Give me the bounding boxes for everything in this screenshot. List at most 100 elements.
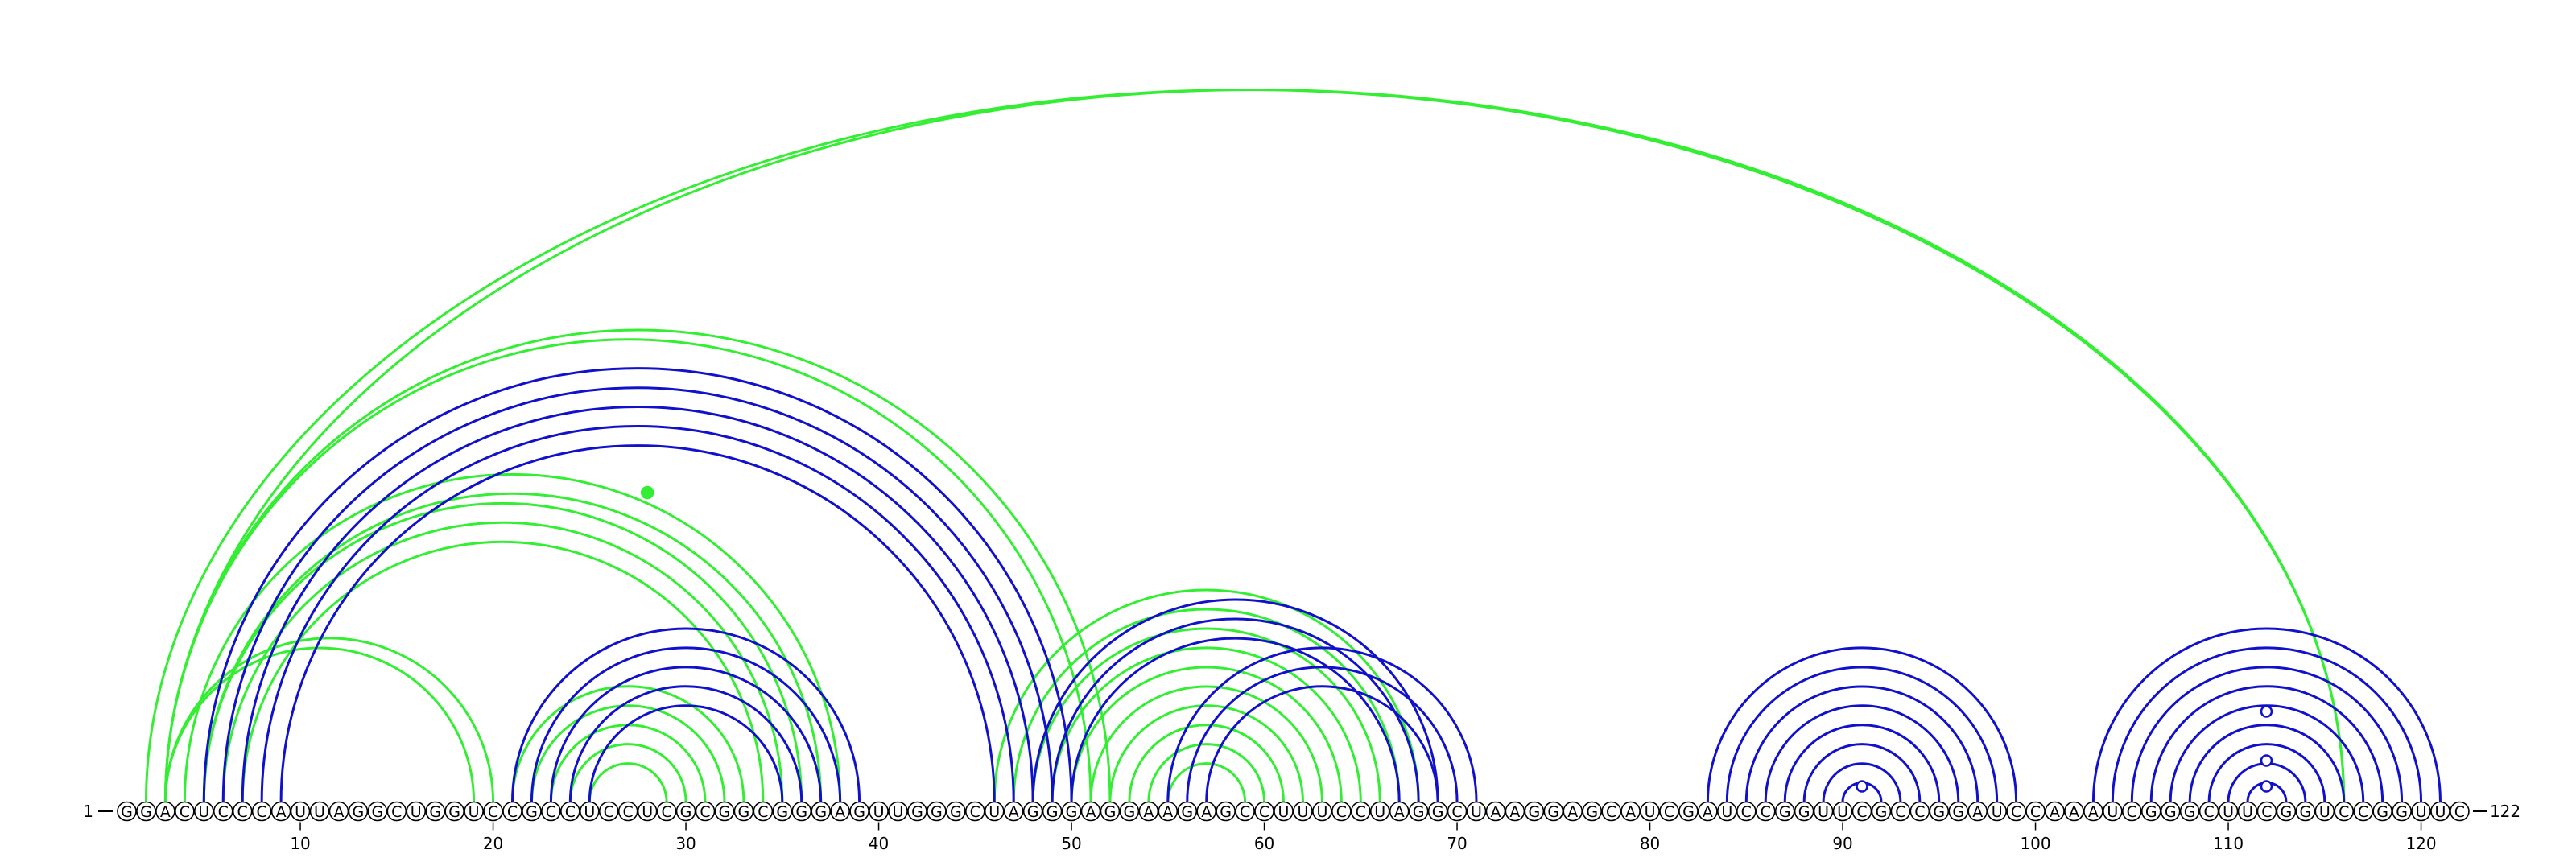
nucleotide-letter: U <box>1297 803 1308 821</box>
blue-arc <box>260 424 1015 802</box>
nucleotide-letter: A <box>1972 803 1983 821</box>
nucleotide: G <box>367 801 388 822</box>
nucleotide-letter: C <box>2339 803 2349 821</box>
nucleotide: C <box>1254 801 1274 822</box>
nucleotide: C <box>386 801 407 822</box>
nucleotide-letter: G <box>2299 803 2311 821</box>
blue-arc <box>2091 627 2442 802</box>
nucleotide-letter: C <box>1856 803 1867 821</box>
nucleotide-letter: A <box>1009 803 1019 821</box>
blue-arc <box>1725 666 1999 802</box>
nucleotide-letter: U <box>411 803 422 821</box>
nucleotide: G <box>946 801 966 822</box>
nucleotide: A <box>155 801 175 822</box>
nucleotide: G <box>1177 801 1198 822</box>
nucleotide: U <box>1987 801 2007 822</box>
nucleotide-letter: G <box>429 803 441 821</box>
nucleotide-letter: G <box>1876 803 1888 821</box>
nucleotide: C <box>965 801 985 822</box>
nucleotide-letter: G <box>738 803 750 821</box>
green-arc <box>165 90 2343 802</box>
tick-label: 20 <box>483 834 503 853</box>
tick-label: 10 <box>290 834 310 853</box>
nucleotide: G <box>1794 801 1814 822</box>
nucleotide-letter: C <box>661 803 671 821</box>
tick-group: 10 20 30 40 50 60 70 80 90 100 110 120 <box>290 822 2437 853</box>
nucleotide: U <box>1640 801 1660 822</box>
nucleotide: G <box>1061 801 1082 822</box>
nucleotide: A <box>1505 801 1525 822</box>
green-arc <box>530 704 726 802</box>
nucleotide: G <box>927 801 947 822</box>
nucleotide-letter: G <box>1413 803 1425 821</box>
nucleotide: G <box>1929 801 1950 822</box>
tick-label: 30 <box>675 834 696 853</box>
green-arc <box>241 540 765 802</box>
nucleotide-letter: U <box>1471 803 1482 821</box>
nucleotide-letter: G <box>2396 803 2408 821</box>
nucleotide-letter: C <box>507 803 518 821</box>
nucleotide-letter: U <box>584 803 595 821</box>
blue-arc <box>1031 598 1439 802</box>
nucleotide: A <box>1620 801 1641 822</box>
nucleotide-letter: U <box>1818 803 1829 821</box>
nucleotide-letter: C <box>1240 803 1250 821</box>
blue-arc <box>1706 646 2018 802</box>
nucleotide-letter: G <box>1027 803 1039 821</box>
nucleotide: U <box>309 801 330 822</box>
nucleotide: G <box>791 801 812 822</box>
nucleotide: C <box>2198 801 2219 822</box>
arc-marker <box>2260 780 2273 793</box>
nucleotide: U <box>1312 801 1332 822</box>
nucleotide-letter: A <box>1201 803 1212 821</box>
nucleotide-letter: G <box>680 803 692 821</box>
backbone-group: 1 122 <box>83 802 2520 821</box>
nucleotide-letter: G <box>950 803 962 821</box>
nucleotide-letter: C <box>758 803 768 821</box>
nucleotide-letter: A <box>2069 803 2079 821</box>
nucleotide-letter: G <box>815 803 827 821</box>
nucleotide-letter: G <box>853 803 865 821</box>
nucleotide-letter: C <box>623 803 634 821</box>
blue-arc <box>2130 666 2404 802</box>
nucleotide: G <box>425 801 446 822</box>
arc-marker <box>2260 754 2273 767</box>
nucleotide: G <box>522 801 542 822</box>
green-arc <box>144 89 2346 802</box>
nucleotide: G <box>2372 801 2392 822</box>
nucleotide-letter: C <box>2261 803 2272 821</box>
green-arc <box>1031 627 1381 802</box>
blue-arc <box>588 704 784 802</box>
blue-arc <box>1764 704 1960 802</box>
arc-marker <box>640 485 654 500</box>
blue-arc <box>1186 666 1459 802</box>
nucleotide: C <box>753 801 774 822</box>
nucleotide: A <box>1563 801 1583 822</box>
nucleotide-letter: C <box>1451 803 1462 821</box>
nucleotide: A <box>830 801 850 822</box>
nucleotide-letter: G <box>795 803 807 821</box>
nucleotide-letter: U <box>873 803 885 821</box>
nucleotide-letter: U <box>893 803 904 821</box>
nucleotide-letter: U <box>2416 803 2427 821</box>
nucleotide: A <box>1138 801 1159 822</box>
nucleotide: U <box>1832 801 1853 822</box>
nucleotide-letter: A <box>1086 803 1096 821</box>
nucleotide-letter: G <box>2145 803 2157 821</box>
green-arc <box>1012 608 1401 802</box>
nucleotide: U <box>2411 801 2431 822</box>
blue-arc <box>1783 724 1941 802</box>
nucleotide-letter: U <box>1645 803 1656 821</box>
blue-arc <box>549 666 823 802</box>
nucleotide: C <box>1447 801 1468 822</box>
green-arc <box>221 521 784 802</box>
green-arc <box>163 646 476 802</box>
blue-arc <box>1802 743 1922 802</box>
nucleotide-letter: G <box>448 803 460 821</box>
nucleotide: U <box>2218 801 2239 822</box>
nucleotide-letter: G <box>353 803 365 821</box>
nucleotide-letter: A <box>333 803 344 821</box>
nucleotide-letter: U <box>2107 803 2118 821</box>
nucleotide: G <box>772 801 793 822</box>
